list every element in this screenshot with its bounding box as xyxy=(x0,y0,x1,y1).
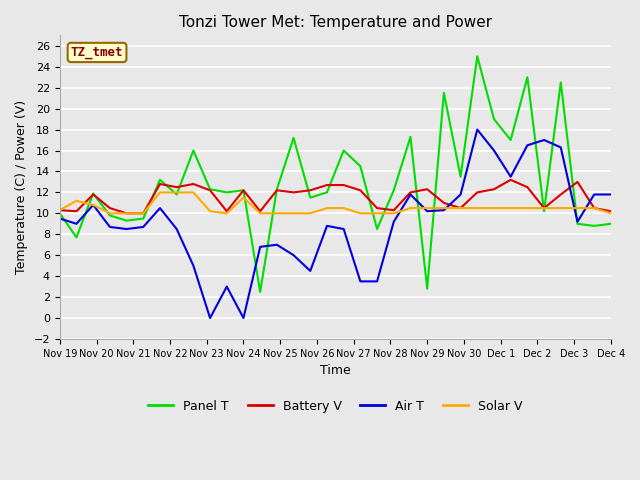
Y-axis label: Temperature (C) / Power (V): Temperature (C) / Power (V) xyxy=(15,100,28,274)
Legend: Panel T, Battery V, Air T, Solar V: Panel T, Battery V, Air T, Solar V xyxy=(143,395,527,418)
Text: TZ_tmet: TZ_tmet xyxy=(71,46,124,59)
X-axis label: Time: Time xyxy=(320,364,351,377)
Title: Tonzi Tower Met: Temperature and Power: Tonzi Tower Met: Temperature and Power xyxy=(179,15,492,30)
